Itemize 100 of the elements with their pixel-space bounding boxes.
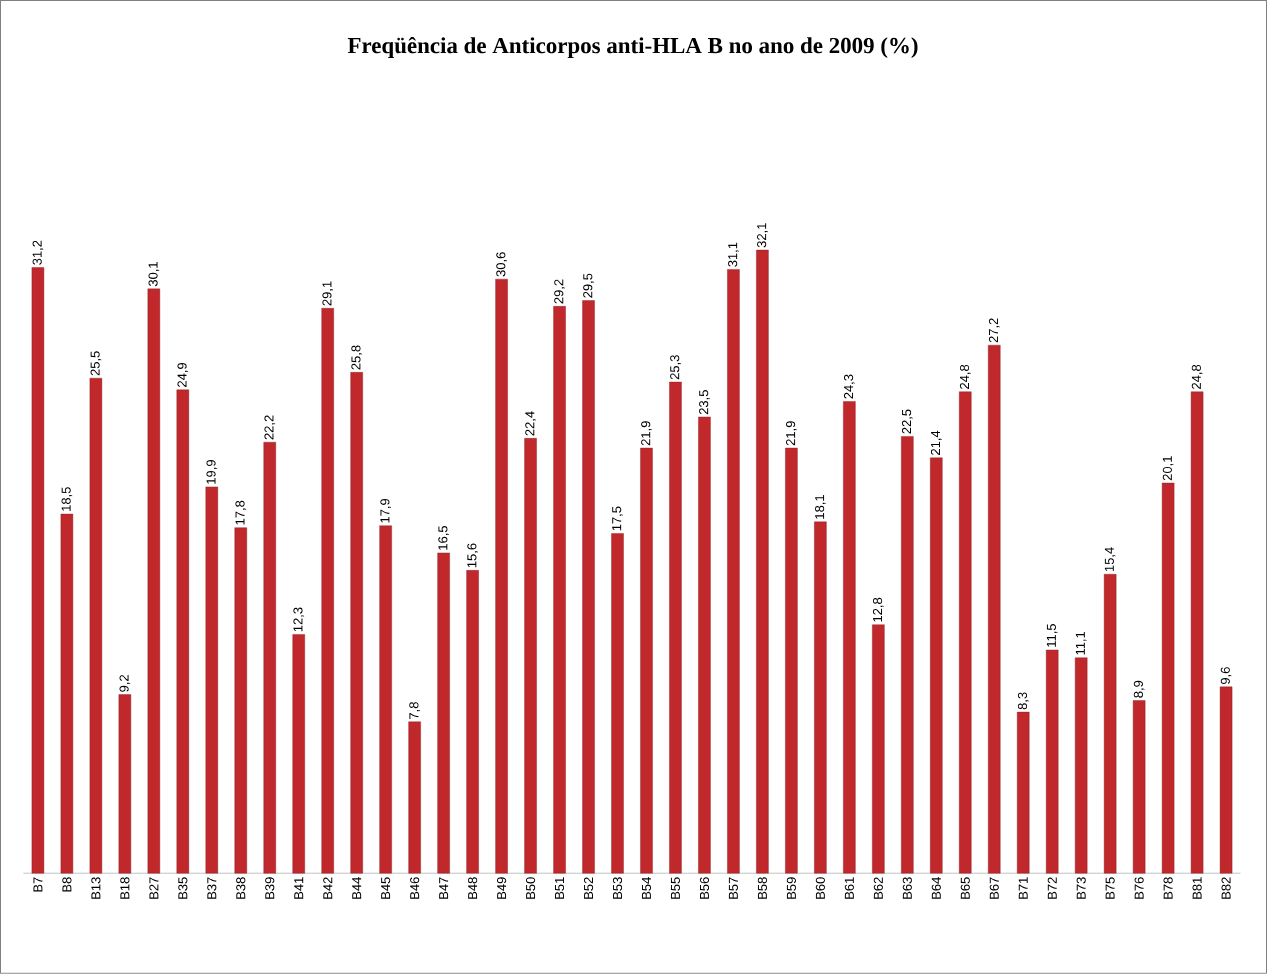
data-label: 22,5 [901, 409, 913, 434]
x-tick-label: B56 [699, 877, 710, 899]
bar [814, 521, 827, 874]
bar [1046, 649, 1059, 874]
data-label: 11,1 [1075, 632, 1087, 655]
bar [1132, 700, 1146, 874]
x-tick-label: B81 [1192, 877, 1202, 899]
bar [205, 486, 218, 874]
data-label: 12,3 [293, 607, 305, 632]
x-tick-label: B64 [931, 877, 941, 899]
bar [1103, 574, 1117, 874]
data-label: 30,1 [148, 262, 160, 287]
data-label: 9,6 [1220, 667, 1232, 685]
chart-title: Freqüência de Anticorpos anti-HLA B no ano de 2009 (%) [347, 37, 918, 59]
x-tick-label: B61 [844, 877, 854, 899]
bar [843, 401, 856, 874]
data-label: 27,2 [988, 318, 1000, 343]
bar [437, 552, 450, 874]
data-label: 17,8 [235, 500, 247, 525]
x-tick-label: B75 [1105, 877, 1115, 899]
bar [1161, 482, 1175, 874]
x-tick-label: B37 [207, 877, 217, 899]
data-label: 30,6 [496, 252, 507, 277]
bar [611, 533, 624, 874]
data-label: 8,3 [1017, 692, 1029, 710]
x-tick-label: B65 [960, 877, 970, 899]
bar [495, 279, 508, 874]
data-label: 23,5 [699, 390, 710, 415]
x-tick-label: B48 [468, 877, 478, 899]
data-label: 17,5 [612, 506, 623, 531]
bar [89, 378, 103, 874]
x-tick-label: B82 [1221, 877, 1231, 899]
x-tick-label: B53 [612, 877, 623, 899]
x-tick-label: B44 [352, 877, 362, 899]
x-tick-label: B63 [902, 877, 912, 899]
data-label: 17,9 [380, 499, 392, 523]
x-tick-label: B47 [439, 877, 449, 899]
bar [872, 624, 885, 874]
x-tick-label: B72 [1047, 877, 1057, 899]
x-tick-label: B49 [497, 877, 507, 899]
bar [1074, 657, 1088, 874]
x-tick-label: B51 [555, 877, 565, 899]
data-label: 12,8 [872, 598, 884, 622]
bar [147, 288, 161, 874]
data-label: 15,4 [1104, 547, 1116, 572]
x-tick-label: B39 [265, 877, 275, 899]
data-label: 29,5 [583, 273, 594, 298]
x-tick-label: B62 [873, 877, 883, 899]
data-label: 11,5 [1046, 624, 1058, 647]
data-label: 32,1 [757, 223, 768, 248]
x-tick-label: B38 [236, 877, 246, 899]
x-tick-label: B54 [641, 877, 652, 899]
data-label: 25,8 [351, 345, 363, 370]
data-label: 18,5 [61, 487, 73, 512]
bar [350, 372, 363, 874]
data-label: 19,9 [206, 460, 218, 484]
bar [582, 300, 595, 874]
bar [292, 634, 305, 874]
data-label: 24,3 [843, 374, 855, 399]
x-tick-label: B58 [757, 877, 767, 899]
bar [321, 308, 334, 874]
bar [234, 527, 247, 874]
bar [1190, 391, 1204, 874]
data-label: 24,8 [959, 365, 971, 390]
x-tick-label: B52 [583, 877, 594, 899]
x-tick-label: B55 [670, 877, 680, 899]
x-tick-label: B35 [178, 877, 188, 899]
bar [727, 269, 740, 874]
data-label: 20,1 [1162, 456, 1174, 481]
bar [640, 448, 653, 874]
data-label: 29,1 [322, 281, 334, 306]
data-label: 25,3 [670, 355, 681, 380]
x-tick-label: B59 [786, 877, 796, 899]
bar [669, 381, 682, 874]
x-tick-label: B7 [33, 877, 43, 892]
bar [263, 442, 276, 874]
bar [524, 438, 537, 874]
x-tick-label: B50 [525, 877, 536, 899]
bar [785, 448, 798, 874]
bar [31, 267, 45, 874]
data-label: 9,2 [119, 675, 131, 692]
x-tick-label: B67 [989, 877, 999, 899]
bar [60, 514, 74, 874]
data-label: 8,9 [1133, 680, 1145, 698]
bar [176, 389, 190, 874]
bar [118, 694, 132, 874]
x-tick-label: B13 [91, 877, 101, 899]
data-label: 21,9 [786, 421, 797, 446]
bar [988, 345, 1001, 874]
x-tick-label: B71 [1018, 877, 1028, 899]
x-tick-label: B27 [149, 877, 159, 899]
data-label: 24,9 [177, 363, 189, 388]
bar [408, 721, 421, 874]
x-tick-label: B42 [323, 877, 333, 899]
x-tick-label: B60 [815, 877, 825, 899]
data-label: 15,6 [467, 543, 478, 568]
data-label: 25,5 [90, 351, 102, 376]
x-tick-label: B76 [1134, 877, 1144, 899]
bar [930, 457, 943, 874]
bar [756, 249, 769, 874]
